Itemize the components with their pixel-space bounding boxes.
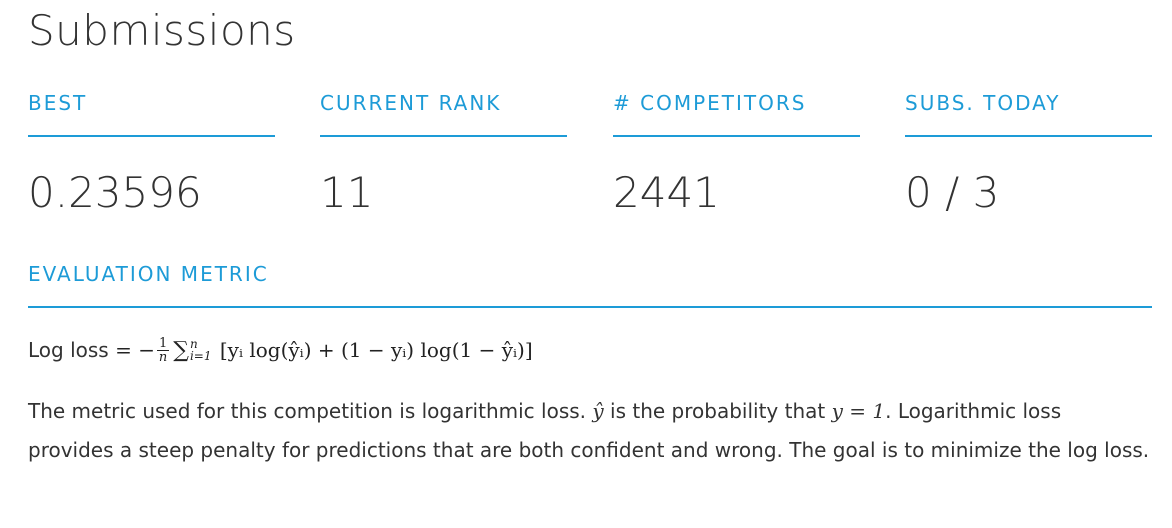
description-math-yhat: ŷ [592,399,604,423]
formula-math: = − 1 n ∑ n i=1 [yᵢ log(ŷᵢ) + (1 − yᵢ) l… [109,337,533,364]
stat-divider [320,135,567,137]
stat-divider [613,135,860,137]
formula-equals: = − [108,338,155,362]
sum-upper-limit: n [189,337,198,351]
stat-competitors-label: # COMPETITORS [613,91,807,115]
page-title: Submissions [28,6,296,55]
evaluation-metric-heading: EVALUATION METRIC [28,262,269,286]
stat-best-label: BEST [28,91,88,115]
description-text-1: The metric used for this competition is … [28,399,593,423]
stat-divider [905,135,1152,137]
description-math-y-equals-1: y = 1 [831,399,886,423]
metric-description: The metric used for this competition is … [28,392,1152,470]
fraction-numerator: 1 [156,335,170,351]
stat-best-value: 0.23596 [28,168,202,217]
formula-body: [yᵢ log(ŷᵢ) + (1 − yᵢ) log(1 − ŷᵢ)] [213,338,533,362]
formula-fraction: 1 n [156,335,170,365]
stat-competitors: # COMPETITORS 2441 [613,88,860,221]
stat-current-rank-value: 11 [320,168,374,217]
sum-lower-limit: i=1 [189,349,212,363]
stat-current-rank: CURRENT RANK 11 [320,88,567,221]
stat-subs-today: SUBS. TODAY 0 / 3 [905,88,1152,221]
stat-competitors-value: 2441 [613,168,720,217]
log-loss-formula: Log loss = − 1 n ∑ n i=1 [yᵢ log(ŷᵢ) + (… [28,330,533,370]
stat-current-rank-label: CURRENT RANK [320,91,502,115]
sigma-symbol: ∑ [173,337,189,363]
stat-divider [28,135,275,137]
stat-subs-today-value: 0 / 3 [905,168,1000,217]
stat-subs-today-label: SUBS. TODAY [905,91,1061,115]
evaluation-metric-divider [28,306,1152,308]
formula-summation: ∑ n i=1 [173,338,211,363]
stat-best: BEST 0.23596 [28,88,275,221]
description-text-3: . Logarithmic loss provides a steep pena… [28,399,1150,462]
summation-limits: n i=1 [190,338,212,362]
formula-label: Log loss [28,338,109,362]
description-text-2: is the probability that [603,399,832,423]
fraction-denominator: n [158,349,168,365]
